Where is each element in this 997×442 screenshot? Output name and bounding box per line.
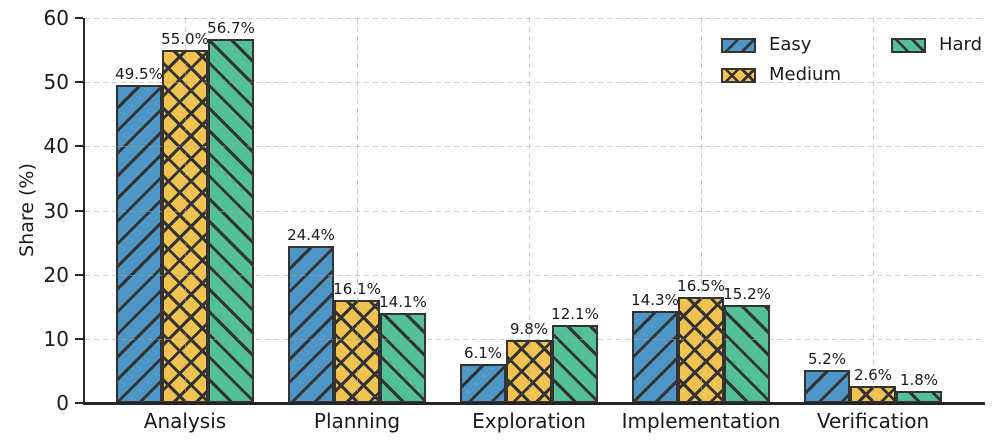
y-tick-mark-0: [75, 402, 83, 404]
value-label-medium-exploration: 9.8%: [509, 320, 549, 339]
y-tick-label-50: 50: [43, 70, 69, 95]
y-tick-label-10: 10: [43, 326, 69, 351]
value-label-medium-verification: 2.6%: [853, 366, 893, 385]
x-tick-label-verification: Verification: [816, 409, 930, 433]
value-label-easy-exploration: 6.1%: [463, 343, 503, 362]
y-tick-label-30: 30: [43, 198, 69, 223]
x-tick-label-analysis: Analysis: [143, 409, 227, 433]
bar-medium-planning: [334, 299, 380, 403]
legend-item-hard: Hard: [890, 34, 983, 55]
bar-easy-verification: [804, 369, 850, 403]
bar-hard-exploration: [552, 325, 598, 403]
y-tick-label-40: 40: [43, 134, 69, 159]
y-tick-label-20: 20: [43, 262, 69, 287]
legend-label-medium: Medium: [769, 64, 841, 85]
y-tick-label-0: 0: [56, 391, 69, 415]
value-label-hard-verification: 1.8%: [899, 371, 939, 390]
bar-hard-analysis: [208, 39, 254, 403]
legend-label-easy: Easy: [769, 34, 812, 55]
x-tick-label-exploration: Exploration: [472, 409, 586, 433]
value-label-hard-exploration: 12.1%: [551, 305, 599, 324]
value-label-hard-implementation: 15.2%: [723, 285, 771, 304]
y-tick-mark-50: [75, 81, 83, 84]
bar-easy-implementation: [632, 311, 678, 403]
bar-easy-planning: [288, 246, 334, 403]
value-label-easy-planning: 24.4%: [287, 226, 335, 245]
value-label-hard-analysis: 56.7%: [207, 19, 255, 38]
x-axis-spine: [83, 402, 985, 405]
legend-label-hard: Hard: [938, 34, 983, 55]
bar-easy-analysis: [116, 85, 162, 403]
y-tick-label-60: 60: [43, 6, 69, 30]
x-tick-label-implementation: Implementation: [621, 409, 781, 433]
easy-swatch-icon: [721, 37, 756, 53]
bar-hard-implementation: [724, 305, 770, 403]
value-label-easy-implementation: 14.3%: [631, 291, 679, 310]
y-tick-mark-40: [75, 145, 83, 148]
x-tick-label-planning: Planning: [313, 409, 401, 433]
y-tick-mark-30: [75, 209, 83, 212]
y-tick-mark-20: [75, 273, 83, 276]
value-label-easy-verification: 5.2%: [807, 349, 847, 368]
value-label-hard-planning: 14.1%: [379, 292, 427, 311]
y-axis-spine: [83, 18, 85, 405]
legend-item-medium: Medium: [721, 65, 841, 85]
bar-medium-analysis: [162, 50, 208, 403]
y-tick-mark-60: [75, 17, 83, 19]
legend: Easy Medium Hard: [721, 35, 982, 85]
bar-easy-exploration: [460, 363, 506, 403]
hard-swatch-icon: [890, 37, 926, 53]
y-tick-mark-10: [75, 337, 83, 340]
value-label-easy-analysis: 49.5%: [115, 65, 163, 84]
bar-medium-implementation: [678, 297, 724, 403]
y-axis-title: Share (%): [16, 163, 38, 257]
legend-item-easy: Easy: [721, 35, 841, 55]
bar-hard-planning: [380, 312, 426, 403]
medium-swatch-icon: [721, 67, 756, 83]
